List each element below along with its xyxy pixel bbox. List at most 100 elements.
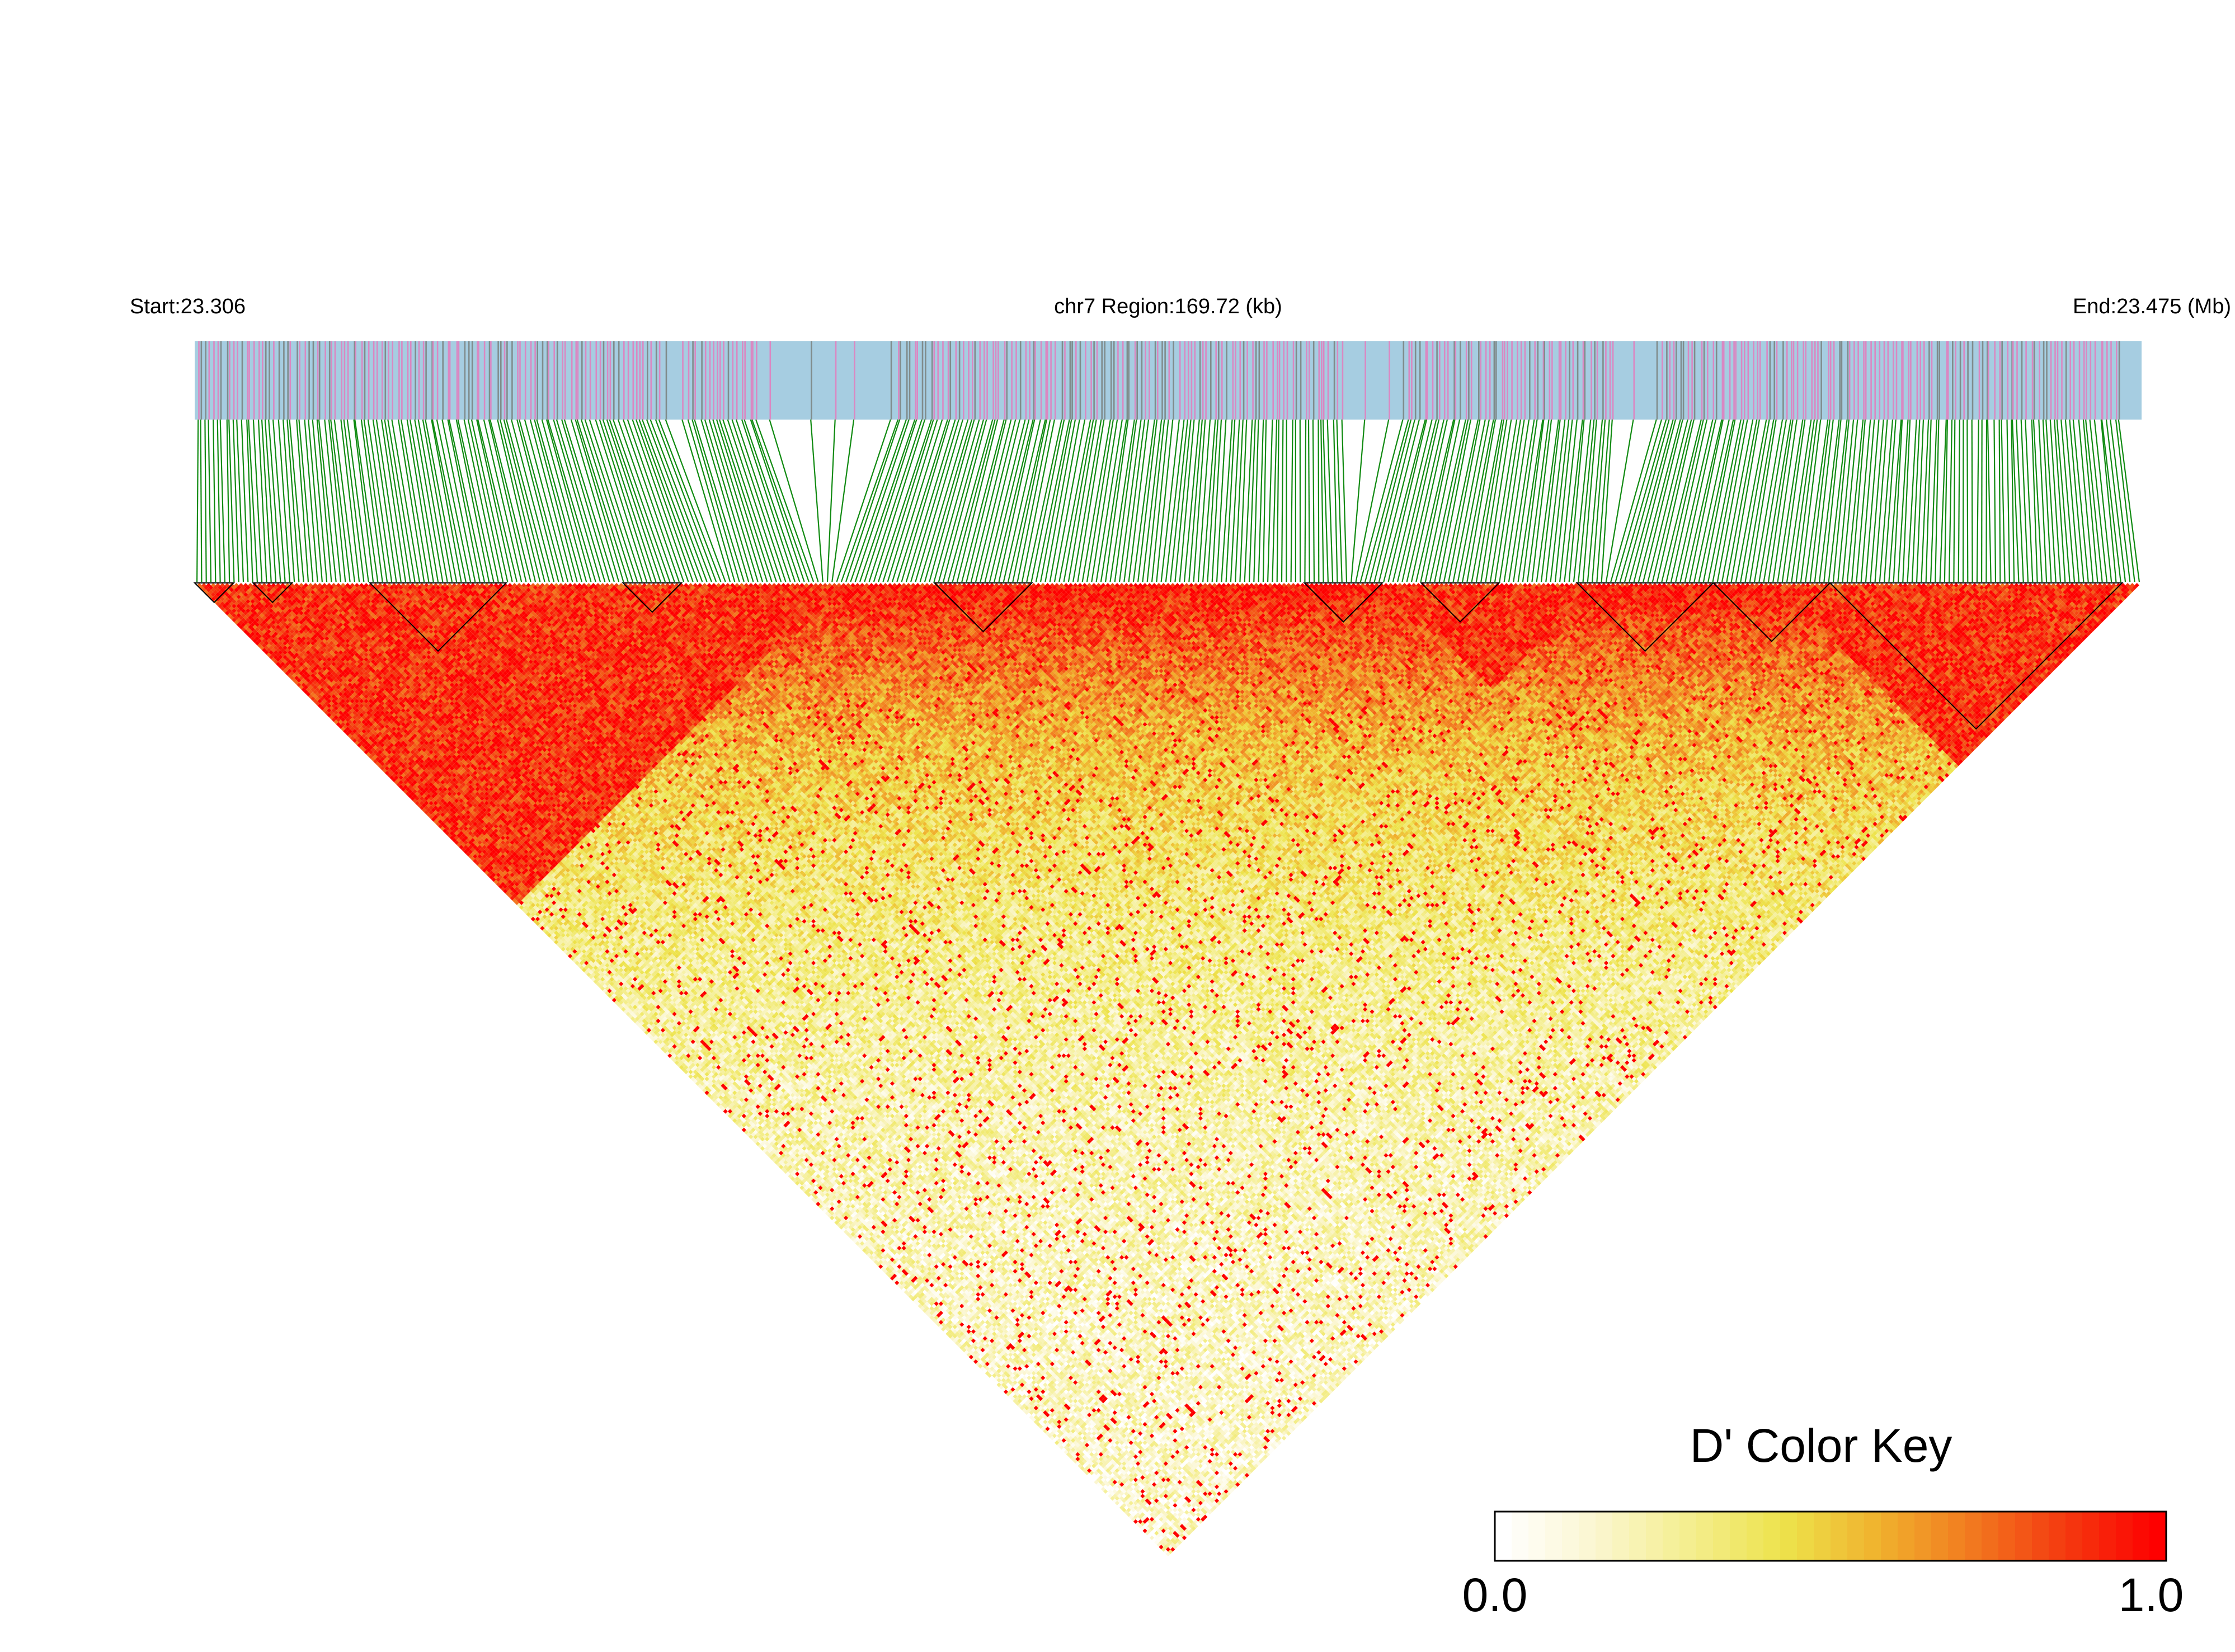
snp-mark — [269, 341, 270, 420]
snp-mark — [1300, 341, 1302, 420]
snp-mark — [290, 341, 291, 420]
snp-mark — [1753, 341, 1754, 420]
snp-mark — [590, 341, 591, 420]
snp-mark — [1296, 341, 1297, 420]
snp-mark — [1928, 341, 1930, 420]
snp-mark — [423, 341, 425, 420]
snp-mark — [1439, 341, 1441, 420]
snp-mark — [448, 341, 450, 420]
snp-mark — [1657, 341, 1658, 420]
snp-mark — [1919, 341, 1921, 420]
snp-mark — [364, 341, 366, 420]
snp-mark — [530, 341, 532, 420]
snp-mark — [1849, 341, 1851, 420]
snp-mark — [1577, 341, 1579, 420]
snp-mark — [1277, 341, 1278, 420]
snp-mark — [1070, 341, 1071, 420]
snp-mark — [1691, 341, 1693, 420]
snp-mark — [934, 341, 935, 420]
snp-mark — [1309, 341, 1310, 420]
snp-mark — [997, 341, 999, 420]
snp-mark — [1729, 341, 1731, 420]
snp-mark — [1004, 341, 1006, 420]
snp-mark — [906, 341, 908, 420]
snp-mark — [1893, 341, 1894, 420]
snp-mark — [490, 341, 492, 420]
snp-mark — [1811, 341, 1813, 420]
snp-mark — [329, 341, 331, 420]
snp-mark — [1722, 341, 1724, 420]
snp-mark — [1111, 341, 1112, 420]
snp-mark — [1879, 341, 1881, 420]
snp-mark — [986, 341, 988, 420]
snp-mark — [525, 341, 526, 420]
snp-mark — [1090, 341, 1092, 420]
snp-mark — [915, 341, 916, 420]
snp-mark — [472, 341, 473, 420]
snp-mark — [1255, 341, 1257, 420]
snp-mark — [742, 341, 744, 420]
snp-mark — [1902, 341, 1904, 420]
snp-mark — [392, 341, 393, 420]
snp-mark — [324, 341, 326, 420]
snp-mark — [1313, 341, 1315, 420]
snp-mark — [1559, 341, 1560, 420]
snp-mark — [1033, 341, 1035, 420]
snp-mark — [1427, 341, 1428, 420]
snp-mark — [373, 341, 375, 420]
snp-mark — [1923, 341, 1925, 420]
snp-mark — [442, 341, 444, 420]
snp-mark — [344, 341, 346, 420]
snp-mark — [1888, 341, 1889, 420]
snp-mark — [1293, 341, 1295, 420]
snp-mark — [1025, 341, 1027, 420]
snp-mark — [262, 341, 264, 420]
snp-mark — [2057, 341, 2059, 420]
snp-mark — [1015, 341, 1017, 420]
snp-mark — [398, 341, 400, 420]
snp-mark — [1409, 341, 1410, 420]
snp-mark — [355, 341, 356, 420]
snp-mark — [1817, 341, 1819, 420]
snp-mark — [1776, 341, 1778, 420]
snp-mark — [1226, 341, 1227, 420]
snp-mark — [449, 341, 451, 420]
snp-mark — [1982, 341, 1984, 420]
snp-mark — [1828, 341, 1829, 420]
snp-mark — [1511, 341, 1513, 420]
snp-mark — [1839, 341, 1841, 420]
snp-mark — [1419, 341, 1421, 420]
snp-mark — [201, 341, 203, 420]
snp-mark — [1884, 341, 1885, 420]
snp-mark — [835, 341, 837, 420]
snp-mark — [1857, 341, 1859, 420]
snp-mark — [484, 341, 486, 420]
snp-mark — [229, 341, 230, 420]
snp-mark — [1662, 341, 1663, 420]
snp-mark — [1062, 341, 1064, 420]
snp-mark — [1597, 341, 1598, 420]
snp-mark — [682, 341, 684, 420]
snp-mark — [2095, 341, 2096, 420]
snp-mark — [506, 341, 508, 420]
snp-mark — [534, 341, 536, 420]
snp-mark — [377, 341, 378, 420]
snp-mark — [1444, 341, 1446, 420]
snp-mark — [701, 341, 703, 420]
snp-mark — [218, 341, 219, 420]
snp-mark — [415, 341, 416, 420]
snp-mark — [497, 341, 499, 420]
snp-mark — [1135, 341, 1136, 420]
snp-mark — [1741, 341, 1743, 420]
snp-mark — [1744, 341, 1745, 420]
snp-mark — [736, 341, 738, 420]
snp-mark — [1759, 341, 1761, 420]
snp-mark — [557, 341, 558, 420]
snp-mark — [1259, 341, 1260, 420]
snp-mark — [319, 341, 321, 420]
snp-mark — [607, 341, 609, 420]
snp-mark — [854, 341, 855, 420]
snp-mark — [247, 341, 248, 420]
snp-mark — [382, 341, 383, 420]
